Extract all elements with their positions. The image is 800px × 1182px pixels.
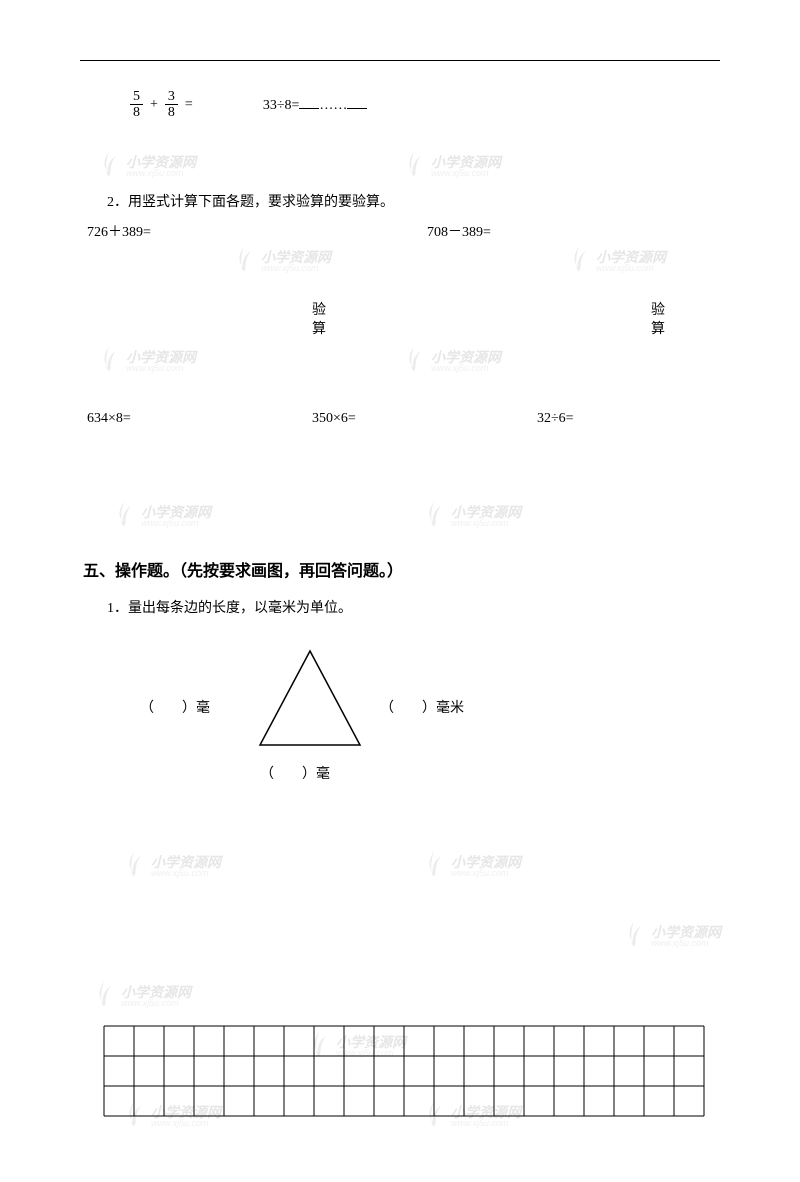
triangle-figure: （ ）毫 （ ）毫米 （ ）毫: [140, 645, 470, 785]
verify-char: 算: [651, 320, 665, 340]
verify-row: 验 算 验 算: [87, 251, 715, 311]
fraction-2: 3 8: [165, 89, 178, 121]
triangle-label-right: （ ）毫米: [380, 697, 464, 717]
blank-underline: [299, 95, 319, 109]
header-rule: [80, 60, 720, 61]
verify-char: 算: [312, 320, 326, 340]
verify-char: 验: [651, 301, 665, 321]
answer-grid: [103, 1025, 705, 1117]
division-expression: 33÷8= ……: [263, 95, 368, 114]
page-content: 5 8 + 3 8 = 33÷8= …… 2．用竖式计算下面各题，要求验算的要验算…: [0, 0, 800, 1182]
plus-sign: +: [148, 97, 160, 113]
q2-expr-3: 634×8=: [87, 411, 312, 427]
fraction-denominator: 8: [130, 105, 143, 120]
q2-expr-4: 350×6=: [312, 411, 537, 427]
division-prefix: 33÷8=: [263, 98, 300, 113]
verify-char: 验: [312, 301, 326, 321]
triangle-label-bottom: （ ）毫: [260, 763, 330, 783]
q2-title: 2．用竖式计算下面各题，要求验算的要验算。: [107, 191, 715, 211]
verify-label-1: 验 算: [312, 301, 326, 340]
equals-sign: =: [185, 97, 193, 113]
triangle-icon: [250, 645, 370, 755]
fraction-1: 5 8: [130, 89, 143, 121]
fraction-expression: 5 8 + 3 8 =: [130, 89, 193, 121]
q2-expr-5: 32÷6=: [537, 411, 697, 427]
fraction-numerator: 3: [165, 89, 178, 105]
q2-expr-1: 726＋389=: [87, 221, 427, 241]
q2-row-1: 726＋389= 708－389=: [87, 221, 715, 241]
blank-underline: [347, 95, 367, 109]
fraction-row: 5 8 + 3 8 = 33÷8= ……: [130, 89, 715, 121]
q2-row-2: 634×8= 350×6= 32÷6=: [87, 411, 715, 427]
verify-label-2: 验 算: [651, 301, 665, 340]
q2-expr-2: 708－389=: [427, 221, 491, 241]
fraction-numerator: 5: [130, 89, 143, 105]
remainder-dots: ……: [319, 98, 347, 113]
section-5-title: 五、操作题。（先按要求画图，再回答问题。）: [83, 557, 715, 581]
fraction-denominator: 8: [165, 105, 178, 120]
q5-1-title: 1．量出每条边的长度，以毫米为单位。: [107, 597, 715, 617]
triangle-label-left: （ ）毫: [140, 697, 210, 717]
